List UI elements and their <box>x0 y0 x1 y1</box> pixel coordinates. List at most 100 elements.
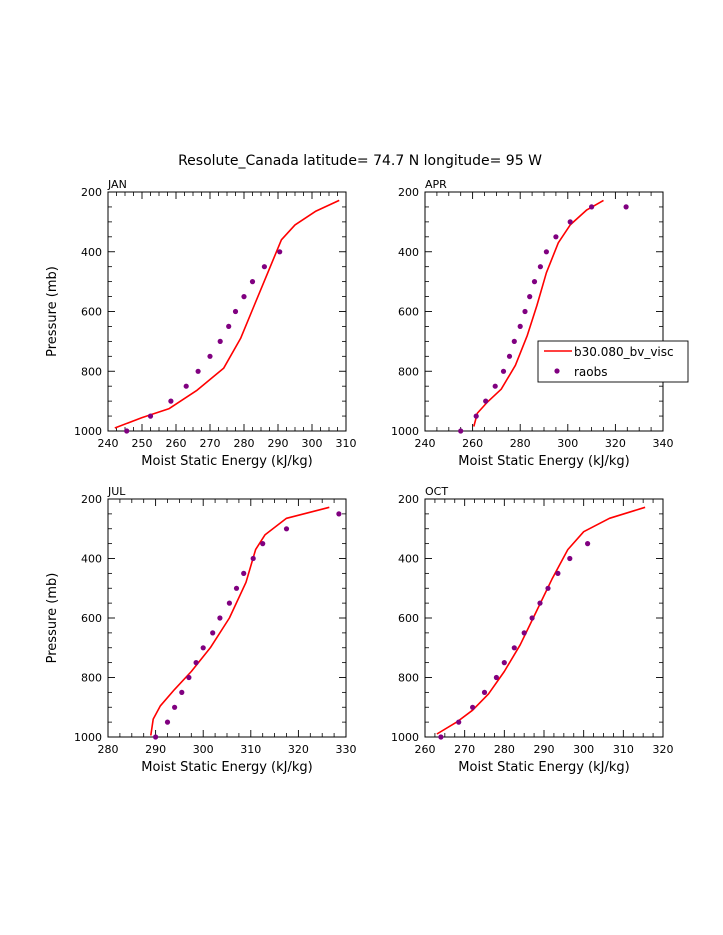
model-line <box>473 199 604 427</box>
obs-point <box>481 689 488 696</box>
obs-point <box>555 570 561 577</box>
obs-point <box>493 674 499 681</box>
panel-apr: APR 240 260 280 300 320 340 1000 800 600 400 200 Moi… <box>391 178 674 469</box>
x-tick-label: 290 <box>534 743 555 756</box>
obs-point <box>210 630 216 636</box>
x-tick-label: 260 <box>415 743 436 756</box>
y-tick-label: 400 <box>81 553 102 566</box>
panel-label: APR <box>425 178 447 191</box>
y-tick-label: 800 <box>81 672 102 685</box>
y-tick-label: 200 <box>81 493 102 506</box>
obs-point <box>492 383 498 389</box>
plot-frame <box>424 498 664 738</box>
legend-obs-swatch <box>554 368 560 374</box>
y-tick-label: 600 <box>81 306 102 319</box>
obs-point <box>529 615 535 621</box>
y-tick-label: 200 <box>81 186 102 199</box>
obs-point <box>233 585 240 591</box>
obs-point <box>456 719 462 725</box>
panel-oct: OCT 260 270 280 290 300 310 320 1000 800 600 400 200… <box>391 485 674 775</box>
x-tick-label: 280 <box>98 743 119 756</box>
obs-point <box>506 353 513 359</box>
obs-point <box>124 428 130 434</box>
obs-point <box>470 704 476 710</box>
x-axis-label: Moist Static Energy (kJ/kg) <box>458 760 629 775</box>
obs-point <box>217 338 223 344</box>
obs-point <box>249 279 256 285</box>
x-tick-label: 320 <box>288 743 309 756</box>
obs-point <box>567 219 573 225</box>
obs-point <box>153 734 159 740</box>
legend-frame <box>537 340 689 383</box>
obs-point <box>483 398 489 404</box>
obs-point <box>277 249 283 255</box>
obs-point <box>261 264 267 270</box>
x-tick-label: 310 <box>336 437 357 450</box>
x-tick-label: 250 <box>132 437 153 450</box>
obs-point <box>200 645 206 651</box>
obs-point <box>567 555 573 562</box>
panel-label: JAN <box>107 178 127 191</box>
obs-point <box>553 234 559 240</box>
obs-point <box>193 660 199 666</box>
panel-jul: JUL 280 290 300 310 320 330 1000 800 600 400 200 Moi… <box>45 485 357 775</box>
y-tick-label: 1000 <box>391 731 419 744</box>
obs-point <box>521 630 527 636</box>
figure-title: Resolute_Canada latitude= 74.7 N longitu… <box>178 153 542 169</box>
plot-frame <box>424 191 664 432</box>
y-tick-label: 400 <box>81 246 102 259</box>
obs-point <box>517 323 523 329</box>
panel-label: JUL <box>107 485 126 498</box>
x-tick-label: 340 <box>653 437 674 450</box>
y-tick-label: 400 <box>398 246 419 259</box>
obs-point <box>527 294 533 300</box>
plot-frame <box>107 498 347 738</box>
y-tick-label: 1000 <box>74 425 102 438</box>
obs-point <box>511 338 517 344</box>
obs-point <box>336 511 342 517</box>
x-tick-label: 270 <box>454 743 475 756</box>
x-tick-label: 270 <box>200 437 221 450</box>
obs-point <box>164 719 171 725</box>
y-tick-label: 200 <box>398 186 419 199</box>
x-tick-label: 290 <box>145 743 166 756</box>
obs-point <box>473 413 479 419</box>
obs-point <box>241 294 247 300</box>
obs-point <box>168 398 174 404</box>
panel-jan: JAN 240 250 260 270 280 290 300 310 1000 800 600 400… <box>45 178 357 469</box>
x-axis-label: Moist Static Energy (kJ/kg) <box>458 454 629 469</box>
y-axis-label: Pressure (mb) <box>45 573 60 664</box>
x-tick-label: 300 <box>302 437 323 450</box>
obs-point <box>147 413 154 419</box>
obs-point <box>438 734 444 740</box>
y-axis-label: Pressure (mb) <box>45 266 60 357</box>
y-tick-label: 1000 <box>74 731 102 744</box>
obs-point <box>250 555 256 562</box>
x-tick-label: 280 <box>510 437 531 450</box>
y-tick-label: 800 <box>398 365 419 378</box>
obs-point <box>183 383 189 389</box>
x-tick-label: 320 <box>605 437 626 450</box>
x-tick-label: 330 <box>336 743 357 756</box>
y-tick-label: 600 <box>81 612 102 625</box>
plot-frame <box>107 191 347 432</box>
x-tick-label: 260 <box>166 437 187 450</box>
legend-model-label: b30.080_bv_visc <box>574 345 674 359</box>
obs-point <box>232 308 239 315</box>
obs-point <box>522 308 528 315</box>
obs-point <box>179 689 185 696</box>
model-line <box>150 506 330 736</box>
obs-point <box>545 585 551 591</box>
y-tick-label: 600 <box>398 306 419 319</box>
y-tick-label: 600 <box>398 612 419 625</box>
x-tick-label: 280 <box>494 743 515 756</box>
panel-label: OCT <box>425 485 448 498</box>
x-tick-label: 240 <box>98 437 119 450</box>
obs-point <box>186 674 192 681</box>
obs-point <box>458 428 464 434</box>
x-tick-label: 300 <box>573 743 594 756</box>
obs-point <box>172 704 178 710</box>
x-tick-label: 310 <box>240 743 261 756</box>
x-tick-label: 300 <box>193 743 214 756</box>
